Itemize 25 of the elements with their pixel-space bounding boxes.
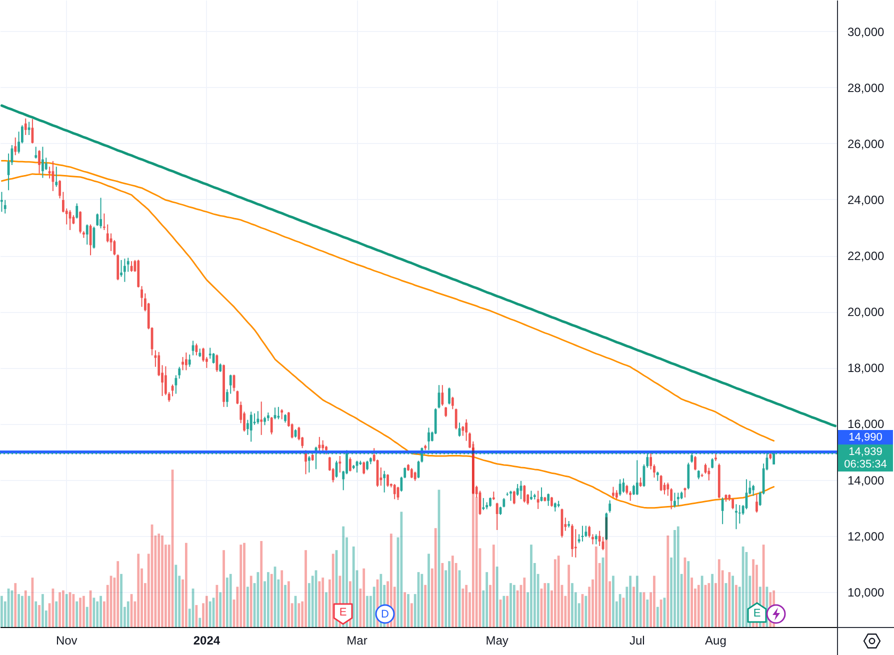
y-tick-label: 22,000 <box>848 249 885 264</box>
ref-line-label: 14,939 06:35:34 <box>844 446 887 470</box>
circle-badge-icon: D <box>375 604 395 624</box>
shield-badge-icon: E <box>333 603 353 625</box>
x-tick-label: Aug <box>705 634 726 648</box>
ref-line-label: 14,990 <box>848 432 882 444</box>
x-tick-label: Nov <box>56 634 78 648</box>
y-tick-label: 28,000 <box>848 80 885 95</box>
annotation: E <box>339 606 347 618</box>
pentagon-badge-icon: E <box>747 602 767 623</box>
y-tick-label: 20,000 <box>848 305 885 320</box>
y-tick-label: 30,000 <box>848 24 885 39</box>
annotation: E <box>753 608 761 620</box>
x-tick-label: Mar <box>346 634 368 648</box>
x-tick-label: May <box>486 634 508 648</box>
y-tick-label: 14,000 <box>848 473 885 488</box>
y-tick-label: 26,000 <box>848 136 885 151</box>
y-tick-label: 12,000 <box>848 529 885 544</box>
x-tick-label: 2024 <box>193 634 220 648</box>
annotation: D <box>381 608 390 620</box>
y-tick-label: 16,000 <box>848 417 885 432</box>
y-tick-label: 24,000 <box>848 192 885 207</box>
y-tick-label: 18,000 <box>848 361 885 376</box>
x-tick-label: Jul <box>629 634 645 648</box>
y-tick-label: 10,000 <box>848 585 885 600</box>
